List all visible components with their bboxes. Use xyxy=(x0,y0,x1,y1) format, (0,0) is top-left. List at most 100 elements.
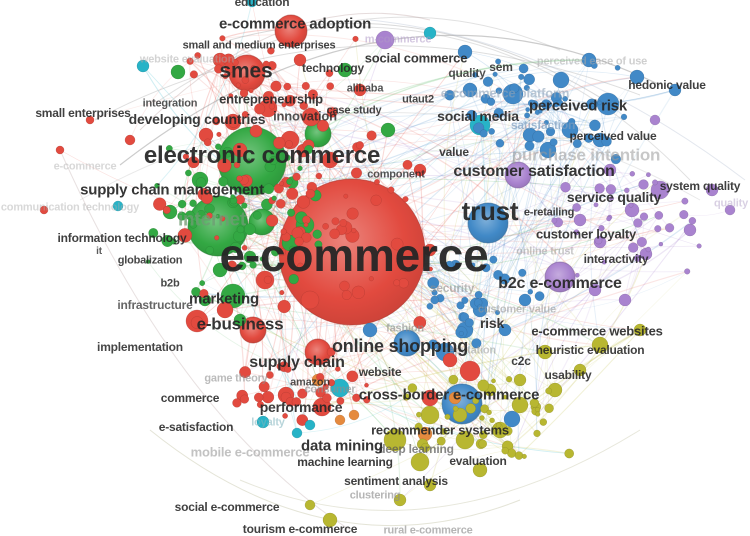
network-node[interactable] xyxy=(250,65,257,72)
network-node[interactable] xyxy=(428,339,439,350)
network-node[interactable] xyxy=(594,183,605,194)
network-node[interactable] xyxy=(304,419,316,431)
network-node[interactable] xyxy=(472,72,478,78)
network-node[interactable] xyxy=(480,404,490,414)
network-node[interactable] xyxy=(594,236,603,245)
network-node[interactable] xyxy=(545,387,552,395)
network-node[interactable] xyxy=(383,428,407,452)
keyword-label[interactable]: e-commerce platform xyxy=(440,85,570,101)
network-node[interactable] xyxy=(544,403,554,414)
network-node[interactable] xyxy=(236,175,243,182)
keyword-label[interactable]: cross-border e-commerce xyxy=(358,386,540,404)
network-node[interactable] xyxy=(312,229,322,239)
network-node[interactable] xyxy=(518,63,529,74)
network-node[interactable] xyxy=(230,241,242,254)
network-node[interactable] xyxy=(503,410,521,428)
network-node[interactable] xyxy=(375,30,395,50)
keyword-label[interactable]: performance xyxy=(259,399,343,415)
network-node[interactable] xyxy=(212,262,228,278)
network-node[interactable] xyxy=(297,388,308,399)
network-node[interactable] xyxy=(380,122,396,138)
network-node[interactable] xyxy=(268,103,276,110)
keyword-label[interactable]: loyalty xyxy=(251,416,285,429)
keyword-label[interactable]: alibaba xyxy=(346,82,384,95)
network-node[interactable] xyxy=(629,171,636,177)
keyword-label[interactable]: machine learning xyxy=(297,455,393,469)
network-node[interactable] xyxy=(668,83,682,97)
keyword-label[interactable]: education xyxy=(234,0,290,9)
network-node[interactable] xyxy=(39,205,49,215)
network-node[interactable] xyxy=(603,163,617,177)
network-node[interactable] xyxy=(465,403,476,414)
network-node[interactable] xyxy=(336,396,345,405)
network-node[interactable] xyxy=(177,199,187,209)
network-node[interactable] xyxy=(573,229,580,236)
network-node[interactable] xyxy=(428,266,433,272)
network-node[interactable] xyxy=(343,193,349,199)
network-node[interactable] xyxy=(270,80,282,92)
keyword-label[interactable]: social e-commerce xyxy=(174,500,280,514)
network-node[interactable] xyxy=(459,360,481,382)
network-node[interactable] xyxy=(494,309,501,316)
network-node[interactable] xyxy=(364,382,369,388)
network-node[interactable] xyxy=(498,323,512,337)
network-node[interactable] xyxy=(352,35,359,42)
keyword-label[interactable]: website xyxy=(358,365,402,379)
network-node[interactable] xyxy=(337,62,353,78)
network-node[interactable] xyxy=(458,330,464,337)
network-node[interactable] xyxy=(652,179,658,186)
network-node[interactable] xyxy=(241,76,250,84)
network-node[interactable] xyxy=(291,427,303,439)
network-node[interactable] xyxy=(638,179,649,190)
network-node[interactable] xyxy=(370,194,382,206)
network-node[interactable] xyxy=(457,44,473,60)
network-node[interactable] xyxy=(276,362,284,370)
network-node[interactable] xyxy=(486,409,492,416)
network-node[interactable] xyxy=(572,139,582,149)
network-node[interactable] xyxy=(262,90,275,103)
network-node[interactable] xyxy=(241,202,248,209)
network-node[interactable] xyxy=(278,181,285,187)
network-node[interactable] xyxy=(189,199,197,208)
network-node[interactable] xyxy=(472,462,488,478)
network-node[interactable] xyxy=(322,222,329,230)
network-node[interactable] xyxy=(239,88,249,98)
keyword-label[interactable]: c2c xyxy=(511,354,531,368)
network-node[interactable] xyxy=(232,142,248,158)
network-node[interactable] xyxy=(288,273,299,285)
network-node[interactable] xyxy=(413,163,427,177)
network-node[interactable] xyxy=(402,159,413,170)
network-node[interactable] xyxy=(329,228,340,240)
keyword-label[interactable]: data mining xyxy=(301,437,383,455)
network-node[interactable] xyxy=(495,139,505,148)
network-node[interactable] xyxy=(263,275,272,284)
network-node[interactable] xyxy=(189,220,198,229)
network-node[interactable] xyxy=(513,373,527,387)
keyword-label[interactable]: component xyxy=(367,168,425,181)
keyword-label[interactable]: amazon xyxy=(290,376,330,389)
network-node[interactable] xyxy=(259,256,265,262)
network-node[interactable] xyxy=(589,119,601,132)
network-node[interactable] xyxy=(410,452,430,472)
network-node[interactable] xyxy=(470,262,476,268)
network-node[interactable] xyxy=(572,203,581,212)
network-node[interactable] xyxy=(543,119,549,126)
network-node[interactable] xyxy=(431,289,438,296)
keyword-label[interactable]: game theory xyxy=(204,372,268,385)
network-node[interactable] xyxy=(246,0,258,8)
network-node[interactable] xyxy=(154,182,160,189)
keyword-label[interactable]: marketing xyxy=(189,290,259,308)
network-node[interactable] xyxy=(282,413,288,419)
keyword-label[interactable]: system quality xyxy=(659,179,741,193)
network-node[interactable] xyxy=(351,227,357,234)
network-node[interactable] xyxy=(564,448,575,459)
network-node[interactable] xyxy=(489,255,498,264)
network-node[interactable] xyxy=(588,283,602,297)
keyword-label[interactable]: quality xyxy=(448,66,486,80)
network-node[interactable] xyxy=(427,277,440,289)
keyword-label[interactable]: infrastructure xyxy=(117,298,193,312)
keyword-label[interactable]: e-commerce xyxy=(53,160,117,173)
network-node[interactable] xyxy=(423,26,437,40)
network-node[interactable] xyxy=(628,242,639,253)
network-node[interactable] xyxy=(423,243,437,257)
